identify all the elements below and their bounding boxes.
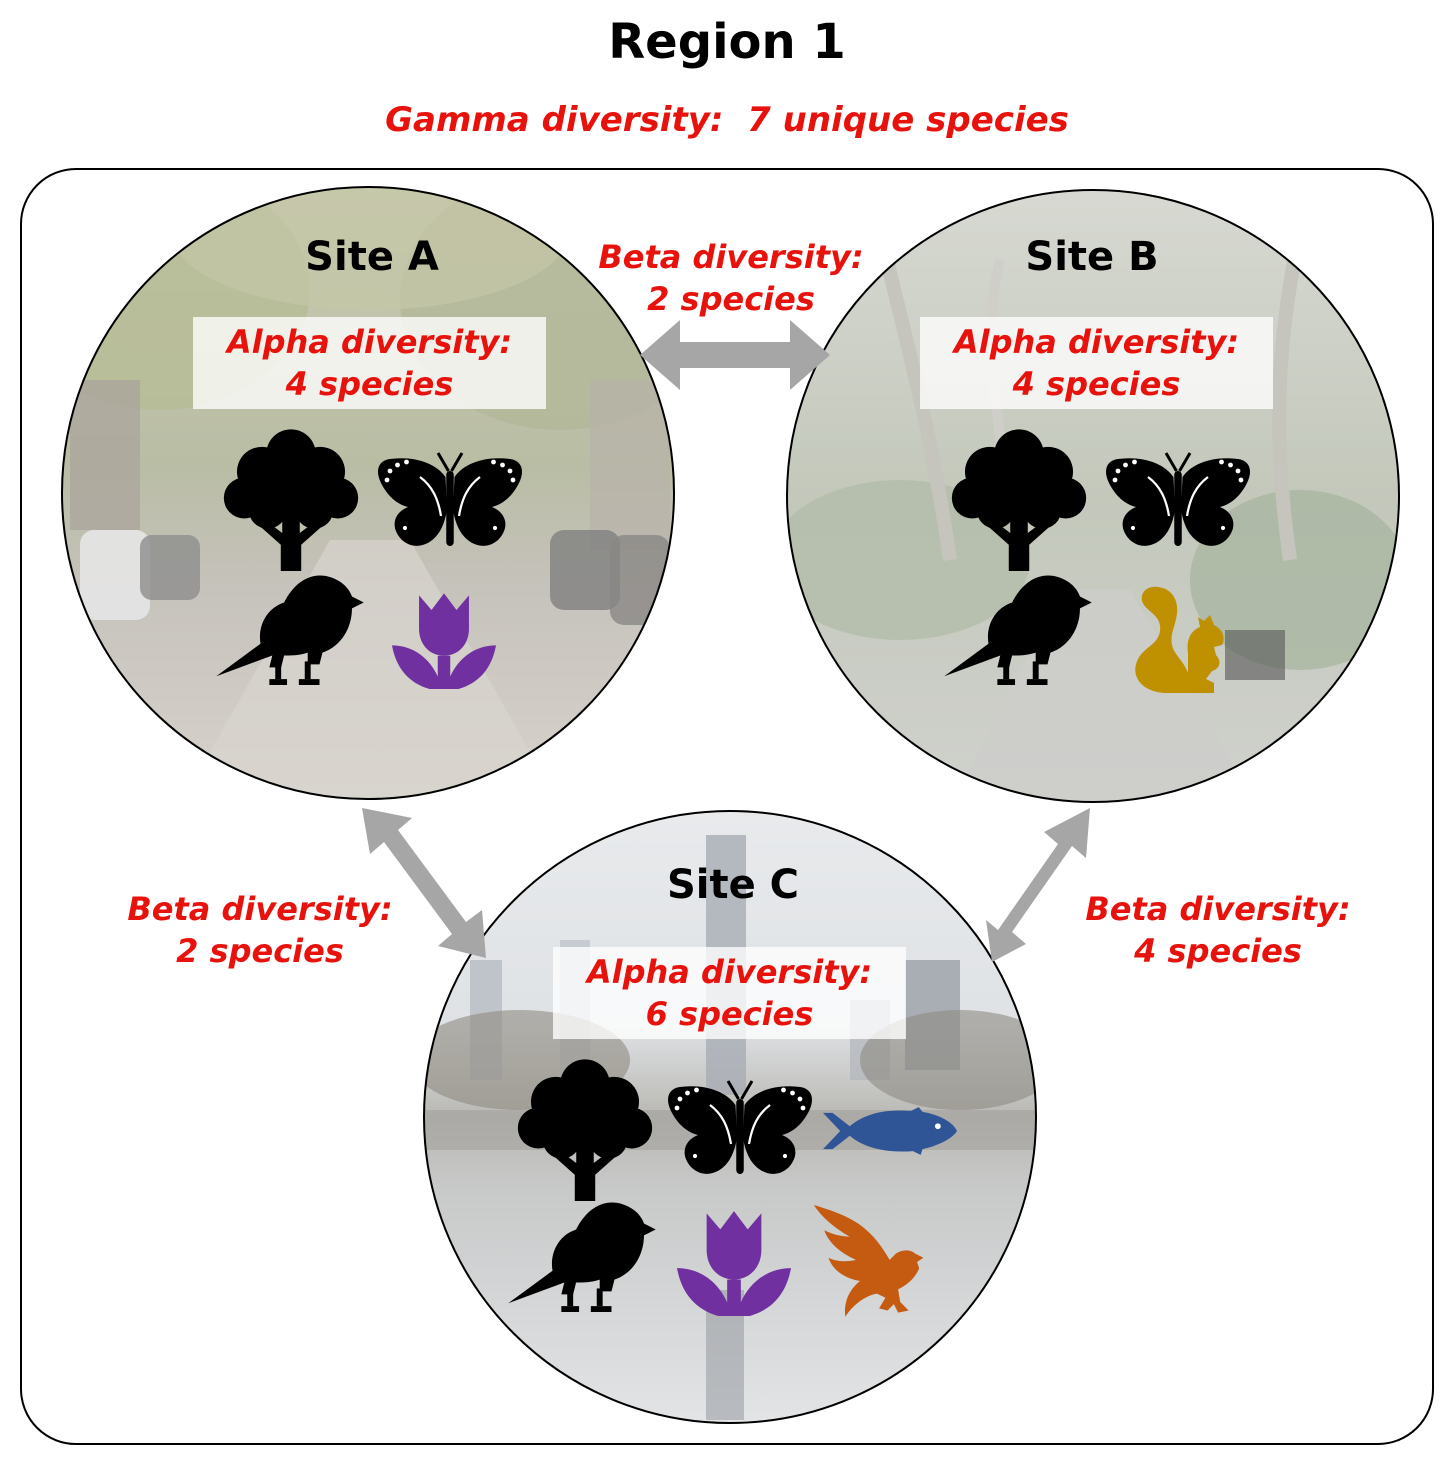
beta-bc-value: 4 species (1134, 932, 1302, 970)
beta-ab-value: 2 species (647, 280, 815, 318)
site-c-label: Site C (666, 862, 800, 908)
beta-bc: Beta diversity: 4 species (1085, 888, 1350, 972)
beta-ac: Beta diversity: 2 species (127, 888, 392, 972)
site-b-circle (786, 189, 1400, 803)
site-b-alpha-label: Alpha diversity: (953, 323, 1240, 361)
gamma-label: Gamma diversity: (385, 100, 724, 140)
region-title: Region 1 (608, 14, 846, 70)
arrow-site-a-site-b (640, 320, 830, 390)
site-b-alpha-box: Alpha diversity: 4 species (920, 317, 1273, 409)
site-b-alpha-value: 4 species (1012, 365, 1181, 403)
beta-ab-label: Beta diversity: (598, 238, 864, 276)
beta-ab: Beta diversity: 2 species (598, 236, 863, 320)
beta-arrows (362, 320, 1090, 962)
arrow-site-a-site-c (362, 808, 486, 958)
site-a-alpha-label: Alpha diversity: (226, 323, 513, 361)
site-c-alpha-box: Alpha diversity: 6 species (553, 947, 906, 1039)
site-c-alpha-label: Alpha diversity: (586, 953, 873, 991)
site-a-alpha-value: 4 species (285, 365, 454, 403)
site-a-alpha-box: Alpha diversity: 4 species (193, 317, 546, 409)
beta-bc-label: Beta diversity: (1085, 890, 1351, 928)
site-b-label: Site B (1025, 234, 1159, 280)
gamma-diversity: Gamma diversity: 7 unique species (385, 100, 1069, 140)
gamma-value: 7 unique species (747, 100, 1069, 140)
beta-ac-value: 2 species (176, 932, 344, 970)
arrow-site-b-site-c (986, 808, 1090, 962)
site-c-alpha-value: 6 species (645, 995, 814, 1033)
site-a-label: Site A (305, 234, 439, 280)
beta-ac-label: Beta diversity: (127, 890, 393, 928)
